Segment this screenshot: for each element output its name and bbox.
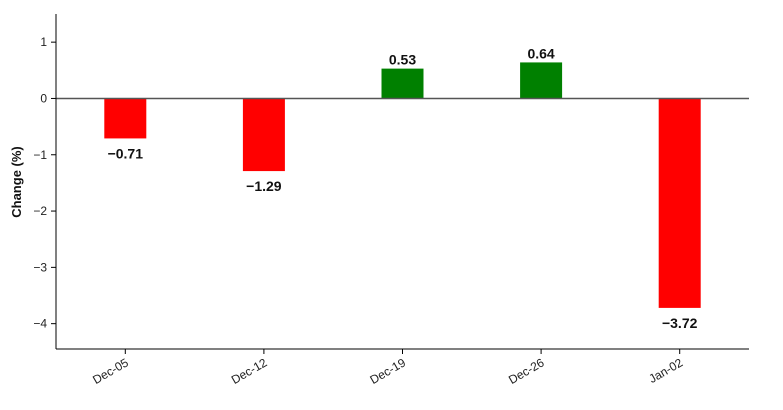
data-label: −0.71: [108, 145, 144, 161]
y-tick-label: −2: [33, 204, 47, 218]
bar-dec-19: [381, 68, 424, 99]
x-tick-label: Dec-26: [506, 355, 547, 387]
x-tick-label: Dec-19: [367, 355, 408, 387]
data-label: 0.64: [527, 45, 554, 61]
y-ticks-group: 1 0 −1 −2 −3 −4: [33, 35, 56, 331]
y-tick-label: 1: [40, 35, 47, 49]
y-tick-label: −4: [33, 317, 47, 331]
y-tick-label: 0: [40, 91, 47, 105]
data-label: −1.29: [246, 178, 282, 194]
y-axis-label: Change (%): [9, 146, 24, 218]
x-tick-label: Jan-02: [646, 355, 685, 386]
x-tick-label: Dec-12: [229, 355, 270, 387]
bar-dec-05: [104, 98, 147, 139]
data-label: 0.53: [389, 52, 416, 68]
x-ticks-group: Dec-05 Dec-12 Dec-19 Dec-26 Jan-02: [90, 349, 685, 387]
bars-group: [104, 62, 701, 308]
bar-dec-12: [242, 98, 285, 172]
y-tick-label: −3: [33, 260, 47, 274]
data-label: −3.72: [662, 315, 698, 331]
x-tick-label: Dec-05: [90, 355, 131, 387]
data-labels-group: −0.71 −1.29 0.53 0.64 −3.72: [108, 45, 698, 330]
bar-dec-26: [520, 62, 563, 99]
bar-jan-02: [658, 98, 701, 308]
y-tick-label: −1: [33, 148, 47, 162]
